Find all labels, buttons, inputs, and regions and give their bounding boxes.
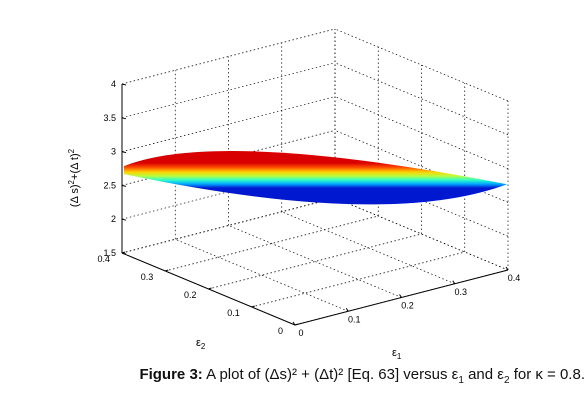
y-tick-label: 0.2 bbox=[184, 290, 197, 300]
z-tick-label: 2.5 bbox=[103, 180, 116, 190]
y-tick-label: 0.3 bbox=[141, 272, 154, 282]
caption-text-b: and ε bbox=[463, 366, 504, 383]
z-tick-label: 3.5 bbox=[103, 113, 116, 123]
wall-grid-line bbox=[334, 28, 509, 102]
wall-grid-line bbox=[334, 130, 509, 203]
caption-sub-1: 1 bbox=[458, 375, 464, 386]
x-tick bbox=[452, 280, 456, 285]
z-tick-label: 2 bbox=[111, 214, 116, 224]
y-tick bbox=[251, 305, 255, 308]
y-tick-label: 0 bbox=[278, 326, 283, 336]
y-tick-label: 0.4 bbox=[97, 254, 110, 264]
x-tick bbox=[505, 266, 509, 271]
wall-grid-line bbox=[334, 197, 509, 271]
y-tick bbox=[294, 323, 299, 326]
x-axis-label: ε1 bbox=[392, 347, 402, 361]
y-axis-label: ε2 bbox=[196, 337, 206, 351]
z-tick bbox=[121, 252, 127, 255]
wall-grid-line bbox=[121, 96, 336, 152]
x-tick bbox=[399, 294, 402, 298]
wall-grid-line bbox=[121, 163, 336, 220]
wall-grid-line bbox=[121, 197, 336, 254]
x-tick bbox=[345, 307, 349, 312]
floor-grid-line bbox=[281, 211, 455, 285]
z-tick-label: 3 bbox=[111, 147, 116, 157]
caption-sub-2: 2 bbox=[503, 375, 510, 386]
z-tick bbox=[121, 117, 127, 120]
z-tick bbox=[121, 218, 127, 221]
y-tick bbox=[165, 269, 169, 272]
caption-label: Figure 3: bbox=[139, 366, 203, 383]
axis-lines bbox=[121, 83, 509, 326]
y-tick bbox=[208, 287, 212, 290]
tick-labels: 00.10.20.30.400.10.20.30.41.522.533.54 bbox=[97, 79, 520, 338]
x-tick-label: 0.3 bbox=[454, 287, 467, 297]
wall-grid-line bbox=[334, 96, 509, 169]
x-tick-label: 0.2 bbox=[401, 301, 414, 311]
x-tick bbox=[292, 321, 296, 326]
caption-text-c: for κ = 0.8. bbox=[509, 366, 585, 383]
x-tick-label: 0.4 bbox=[508, 273, 521, 283]
x-tick-label: 0 bbox=[298, 328, 303, 338]
x-tick-label: 0.1 bbox=[348, 314, 361, 324]
wall-grid-line bbox=[121, 28, 336, 85]
floor-grid-line bbox=[175, 238, 349, 312]
caption-text-a: A plot of (Δs)² + (Δt)² [Eq. 63] versus … bbox=[206, 366, 459, 383]
figure-caption: Figure 3: A plot of (Δs)² + (Δt)² [Eq. 6… bbox=[0, 366, 585, 386]
floor-grid-line bbox=[228, 225, 402, 298]
floor-grid-line bbox=[251, 251, 465, 308]
floor-grid-line bbox=[208, 233, 422, 290]
floor-grid-line bbox=[165, 215, 379, 272]
wall-grid-line bbox=[121, 62, 336, 119]
y-tick-label: 0.1 bbox=[227, 308, 240, 318]
z-tick-label: 1.5 bbox=[103, 248, 116, 258]
surface-mesh bbox=[124, 151, 507, 205]
z-tick-label: 4 bbox=[111, 79, 116, 89]
z-tick bbox=[121, 184, 127, 187]
z-tick bbox=[121, 83, 127, 86]
z-axis-label: (Δ s)2+(Δ t)2 bbox=[67, 148, 81, 207]
wall-grid-line bbox=[334, 62, 509, 136]
z-tick bbox=[121, 151, 127, 154]
surface-plot: 00.10.20.30.400.10.20.30.41.522.533.54 ε… bbox=[67, 28, 520, 361]
